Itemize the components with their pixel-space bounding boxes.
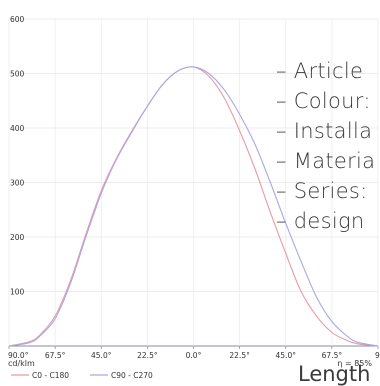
x-tick-label: 22.5°: [137, 351, 158, 360]
bullet-article: – Article: [276, 59, 364, 83]
x-tick-label: 67.5°: [45, 351, 66, 360]
x-tick-labels: 90.0° 67.5° 45.0° 22.5° 0.0° 22.5° 45.0° 67.5° 9…: [8, 351, 380, 360]
x-tick-label: 67.5°: [322, 351, 343, 360]
y-tick-label: 100: [10, 288, 25, 297]
efficiency-label: η = 85%: [337, 359, 372, 368]
x-tick-label: 45.0°: [276, 351, 297, 360]
x-tick-label: 22.5°: [229, 351, 250, 360]
y-tick-label: 300: [10, 179, 25, 188]
bullet-installation: – Installa: [276, 119, 373, 143]
product-info-list: – Article – Colour: – Installa – Materia…: [276, 56, 375, 236]
y-tick-labels: 600 500 400 300 200 100: [10, 15, 25, 297]
bullet-series: – Series:: [276, 179, 368, 203]
length-label: Length: [298, 362, 371, 386]
x-tick-label: 45.0°: [91, 351, 112, 360]
x-tick-label: 90.0°: [8, 351, 29, 360]
series-line-c90-c270: [8, 66, 379, 347]
legend: C0 - C180 C90 - C270: [11, 371, 153, 380]
legend-label: C0 - C180: [32, 371, 69, 380]
bullet-design: – design: [276, 209, 365, 233]
x-tick-label: 0.0°: [186, 351, 202, 360]
grid: [8, 18, 379, 349]
y-tick-label: 400: [10, 124, 25, 133]
legend-label: C90 - C270: [111, 371, 153, 380]
x-tick-label: 90.0: [375, 351, 380, 360]
y-tick-label: 600: [10, 15, 25, 24]
series-lines: [8, 66, 379, 347]
y-axis-unit: cd/klm: [8, 359, 35, 368]
bullet-material: – Materia: [276, 149, 376, 173]
bullet-colour: – Colour:: [276, 89, 371, 113]
y-tick-label: 200: [10, 233, 25, 242]
y-tick-label: 500: [10, 70, 25, 79]
